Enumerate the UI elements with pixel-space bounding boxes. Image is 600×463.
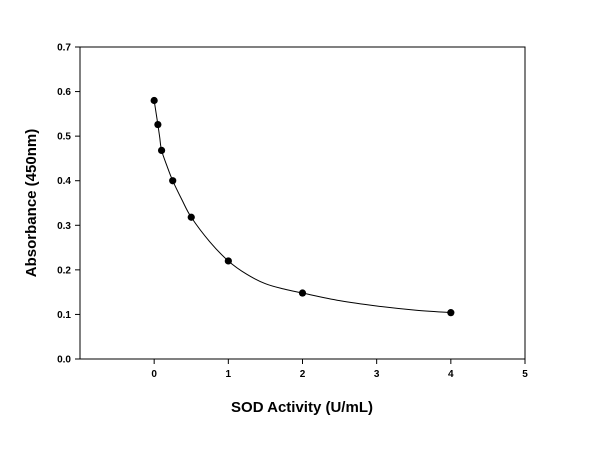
y-tick-label: 0.5 <box>57 132 71 143</box>
y-tick-label: 0.7 <box>57 43 71 54</box>
x-tick-label: 2 <box>300 369 306 380</box>
y-tick-label: 0.2 <box>57 265 71 276</box>
x-axis-ticks: 0 1 2 3 4 5 <box>151 359 528 380</box>
x-tick-label: 4 <box>448 369 454 380</box>
fit-curve <box>153 100 451 314</box>
data-point <box>447 309 455 317</box>
data-points <box>150 96 455 317</box>
x-tick-label: 1 <box>226 369 232 380</box>
y-tick-label: 0.6 <box>57 87 71 98</box>
data-point <box>154 120 162 129</box>
data-point <box>187 213 195 221</box>
y-axis-ticks: 0.0 0.1 0.2 0.3 0.4 0.5 0.6 0.7 <box>57 43 80 366</box>
y-axis-title: Absorbance (450nm) <box>23 129 40 277</box>
y-tick-label: 0.0 <box>57 355 71 366</box>
x-tick-label: 5 <box>522 369 528 380</box>
y-tick-label: 0.4 <box>57 176 71 187</box>
plot-frame <box>79 46 526 360</box>
data-point <box>157 146 166 155</box>
data-point <box>224 257 232 265</box>
data-point <box>169 177 177 185</box>
x-tick-label: 3 <box>374 369 380 380</box>
x-tick-label: 0 <box>151 369 157 380</box>
data-point <box>150 96 158 105</box>
data-point <box>298 289 307 297</box>
y-tick-label: 0.1 <box>57 310 71 321</box>
x-axis-title: SOD Activity (U/mL) <box>231 399 373 416</box>
y-tick-label: 0.3 <box>57 221 71 232</box>
